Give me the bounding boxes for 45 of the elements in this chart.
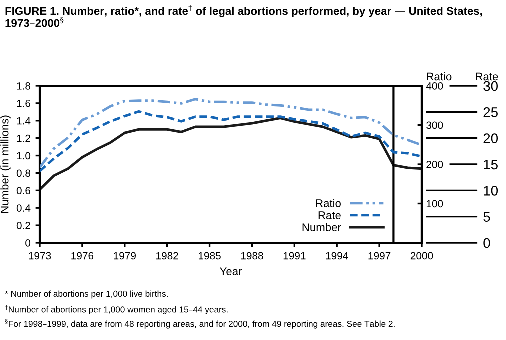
y3-tick-label: 20 <box>484 134 498 144</box>
y2-axis-title: Ratio <box>427 72 452 81</box>
y-tick-label: 0.8 <box>16 170 31 178</box>
y-tick-label: 1.4 <box>17 117 31 125</box>
x-tick-label: 1994 <box>326 252 348 260</box>
y3-tick-label: 5 <box>484 212 490 222</box>
y2-tick-label: 400 <box>426 82 444 90</box>
x-tick-label: 1997 <box>368 252 391 260</box>
x-tick-label: 1991 <box>284 252 306 260</box>
x-tick-label: 1979 <box>114 252 136 260</box>
y3-tick-label: 25 <box>484 108 498 118</box>
x-tick-label: 1976 <box>72 252 94 260</box>
legend-label: Rate <box>318 212 341 220</box>
y-tick-label: 1.6 <box>17 100 31 108</box>
y3-tick-label: 10 <box>484 186 498 196</box>
legend-label: Number <box>302 223 342 232</box>
y-tick-label: 0 <box>26 240 31 247</box>
line-series <box>40 117 422 192</box>
text: $^{§}$For 1998–1999, data are from 48 reporting areas, and for 2000, from 49 reporting areas. See Table 2. <box>5 319 395 329</box>
y-tick-label: 1.2 <box>17 134 30 142</box>
x-tick-label: 1985 <box>198 252 221 260</box>
x-tick-label: 1982 <box>156 252 178 260</box>
x-axis-title: Year <box>220 268 242 276</box>
y-tick-label: 0.4 <box>16 204 31 212</box>
y3-tick-label: 0 <box>484 238 490 248</box>
y3-axis-title: Rate <box>476 72 498 81</box>
x-tick-label: 2000 <box>410 252 434 260</box>
y-tick-label: 1.8 <box>17 82 31 90</box>
line-series <box>40 98 422 169</box>
y-tick-label: 0.6 <box>16 187 31 195</box>
chart-title: FIGURE 1. Number, ratio*, and rate$^{†}$ of legal abortions performed, by year — United States, 1973–2000$^{§}$ <box>6 5 482 28</box>
y3-tick-label: 30 <box>484 81 498 92</box>
y-axis-title: Number (in millions) <box>0 116 11 213</box>
y-tick-label: 0.2 <box>16 222 30 230</box>
y2-tick-label: 100 <box>426 200 444 208</box>
text: * Number of abortions per 1,000 live births. <box>5 290 168 299</box>
y-tick-label: 1.0 <box>17 152 31 160</box>
text: $^{†}$Number of abortions per 1,000 women aged 15–44 years. <box>5 304 228 314</box>
y2-tick-label: 200 <box>426 161 444 168</box>
legend-label: Ratio <box>316 199 341 208</box>
x-tick-label: 1973 <box>29 252 52 260</box>
y3-tick-label: 15 <box>484 160 498 170</box>
y2-tick-label: 300 <box>426 122 444 130</box>
line-series <box>40 110 422 173</box>
x-tick-label: 1988 <box>241 252 264 260</box>
